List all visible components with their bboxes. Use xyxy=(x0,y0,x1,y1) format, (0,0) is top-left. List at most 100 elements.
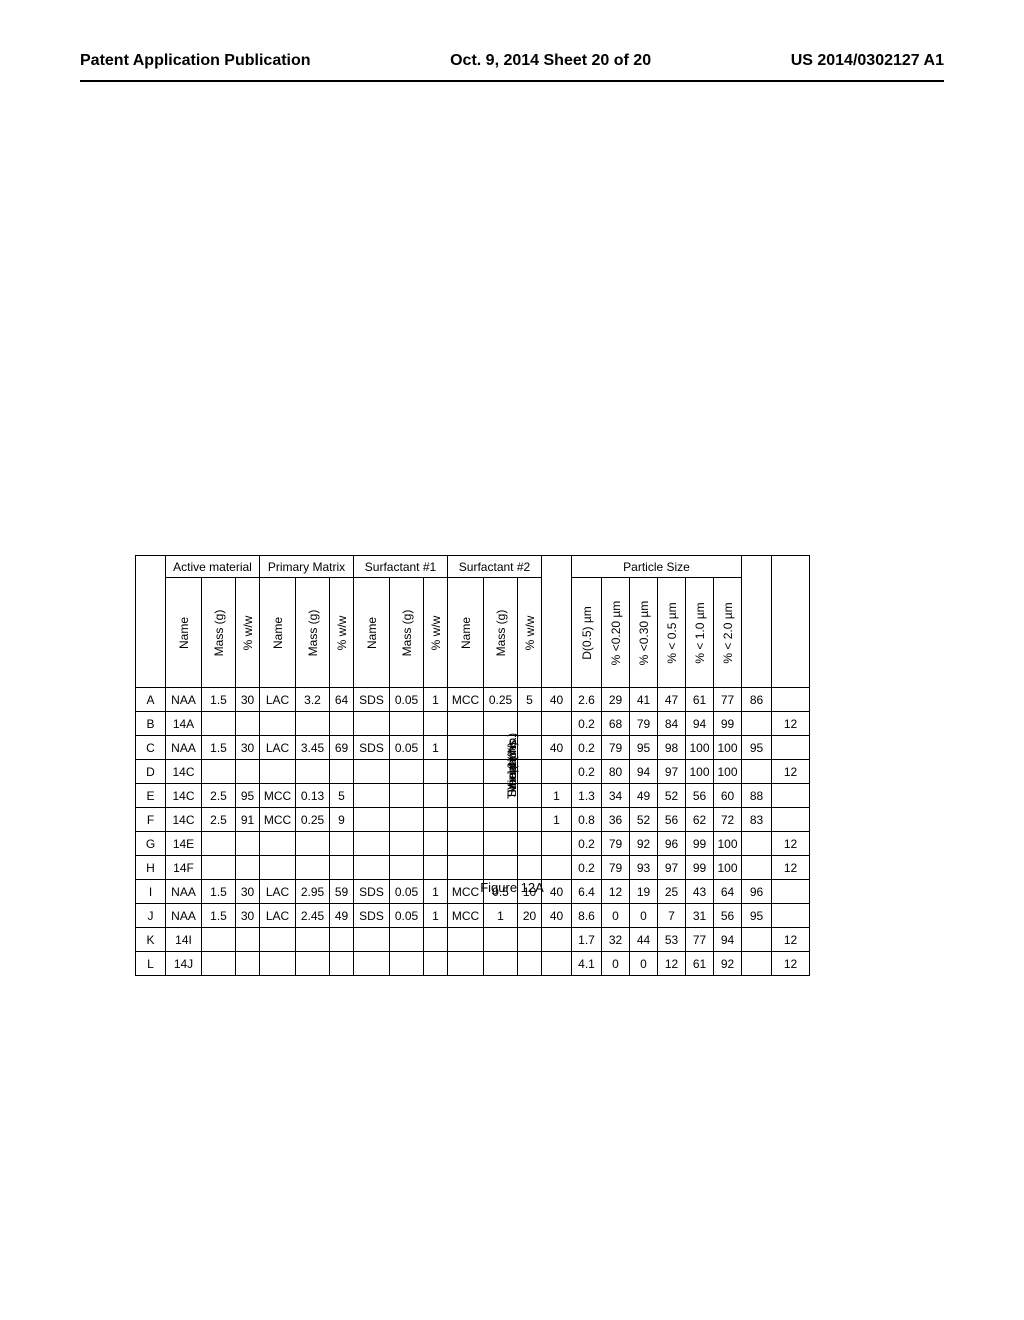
cell-pp: 69 xyxy=(330,736,354,760)
data-table: Sample No. Active material Primary Matri… xyxy=(135,555,810,976)
cell-am xyxy=(202,928,236,952)
cell-p05: 96 xyxy=(658,832,686,856)
cell-p02: 80 xyxy=(602,760,630,784)
col-pm-mass: Mass (g) xyxy=(296,578,330,688)
cell-ap: 30 xyxy=(236,736,260,760)
col-p05: % < 0.5 µm xyxy=(658,578,686,688)
grp-surfactant1: Surfactant #1 xyxy=(354,556,448,578)
cell-s2n xyxy=(448,928,484,952)
col-am-name: Name xyxy=(166,578,202,688)
cell-p20: 94 xyxy=(714,928,742,952)
cell-y: 86 xyxy=(742,688,772,712)
cell-t xyxy=(542,832,572,856)
cell-t: 1 xyxy=(542,784,572,808)
cell-p05: 47 xyxy=(658,688,686,712)
cell-s1n xyxy=(354,928,390,952)
cell-p05: 12 xyxy=(658,952,686,976)
cell-pn: MCC xyxy=(260,808,296,832)
cell-p20: 99 xyxy=(714,712,742,736)
cell-t xyxy=(542,952,572,976)
table-row: F14C2.591MCC0.25910.8365256627283 xyxy=(136,808,810,832)
cell-s: L xyxy=(136,952,166,976)
cell-an: NAA xyxy=(166,688,202,712)
grp-particle-size: Particle Size xyxy=(572,556,742,578)
cell-an: 14E xyxy=(166,832,202,856)
cell-p05: 84 xyxy=(658,712,686,736)
cell-pn xyxy=(260,952,296,976)
figure-caption: Figure 12A xyxy=(0,880,1024,895)
cell-t xyxy=(542,928,572,952)
cell-s1p xyxy=(424,784,448,808)
cell-p20: 56 xyxy=(714,904,742,928)
cell-pp xyxy=(330,712,354,736)
cell-s1p xyxy=(424,808,448,832)
cell-d: 0.2 xyxy=(572,712,602,736)
cell-s1p xyxy=(424,856,448,880)
table-row: CNAA1.530LAC3.4569SDS0.051400.2799598100… xyxy=(136,736,810,760)
cell-p03: 79 xyxy=(630,712,658,736)
cell-s1m: 0.05 xyxy=(390,904,424,928)
cell-p03: 0 xyxy=(630,952,658,976)
cell-p02: 0 xyxy=(602,904,630,928)
cell-pp xyxy=(330,832,354,856)
cell-s2n xyxy=(448,712,484,736)
cell-s1p: 1 xyxy=(424,688,448,712)
cell-ap: 30 xyxy=(236,904,260,928)
cell-am xyxy=(202,856,236,880)
cell-p02: 0 xyxy=(602,952,630,976)
cell-s1m xyxy=(390,856,424,880)
cell-ap: 95 xyxy=(236,784,260,808)
header-date-sheet: Oct. 9, 2014 Sheet 20 of 20 xyxy=(450,52,651,82)
table-row: ANAA1.530LAC3.264SDS0.051MCC0.255402.629… xyxy=(136,688,810,712)
cell-pn xyxy=(260,832,296,856)
cell-s: F xyxy=(136,808,166,832)
cell-s1m xyxy=(390,832,424,856)
cell-p20: 60 xyxy=(714,784,742,808)
cell-ap: 30 xyxy=(236,688,260,712)
cell-p10: 31 xyxy=(686,904,714,928)
cell-an: 14J xyxy=(166,952,202,976)
cell-s2p xyxy=(518,736,542,760)
cell-am xyxy=(202,952,236,976)
cell-ap xyxy=(236,832,260,856)
cell-p05: 7 xyxy=(658,904,686,928)
cell-am: 2.5 xyxy=(202,808,236,832)
cell-s2n xyxy=(448,784,484,808)
cell-s1m xyxy=(390,952,424,976)
cell-s1m: 0.05 xyxy=(390,688,424,712)
cell-p05: 97 xyxy=(658,760,686,784)
col-p20: % < 2.0 µm xyxy=(714,578,742,688)
cell-p20: 92 xyxy=(714,952,742,976)
cell-t xyxy=(542,712,572,736)
cell-s1m xyxy=(390,760,424,784)
cell-s: A xyxy=(136,688,166,712)
cell-pm xyxy=(296,928,330,952)
cell-p02: 34 xyxy=(602,784,630,808)
cell-s2n xyxy=(448,856,484,880)
cell-s1p xyxy=(424,760,448,784)
cell-pm xyxy=(296,760,330,784)
cell-y xyxy=(742,712,772,736)
cell-s2p xyxy=(518,760,542,784)
col-am-mass: Mass (g) xyxy=(202,578,236,688)
cell-p03: 44 xyxy=(630,928,658,952)
cell-s1m xyxy=(390,808,424,832)
header-pub-number: US 2014/0302127 A1 xyxy=(791,52,944,82)
cell-p10: 62 xyxy=(686,808,714,832)
col-sample-no: Sample No. xyxy=(136,556,166,688)
cell-p02: 79 xyxy=(602,856,630,880)
cell-t xyxy=(542,856,572,880)
header-rule xyxy=(80,80,944,82)
cell-an: 14A xyxy=(166,712,202,736)
cell-s1n xyxy=(354,760,390,784)
cell-p20: 100 xyxy=(714,856,742,880)
cell-p02: 68 xyxy=(602,712,630,736)
cell-an: 14C xyxy=(166,784,202,808)
cell-an: 14I xyxy=(166,928,202,952)
cell-pp xyxy=(330,928,354,952)
table-row: K14I1.7324453779412 xyxy=(136,928,810,952)
cell-s1n xyxy=(354,856,390,880)
cell-s2m xyxy=(484,952,518,976)
cell-pm xyxy=(296,832,330,856)
cell-s2p xyxy=(518,856,542,880)
